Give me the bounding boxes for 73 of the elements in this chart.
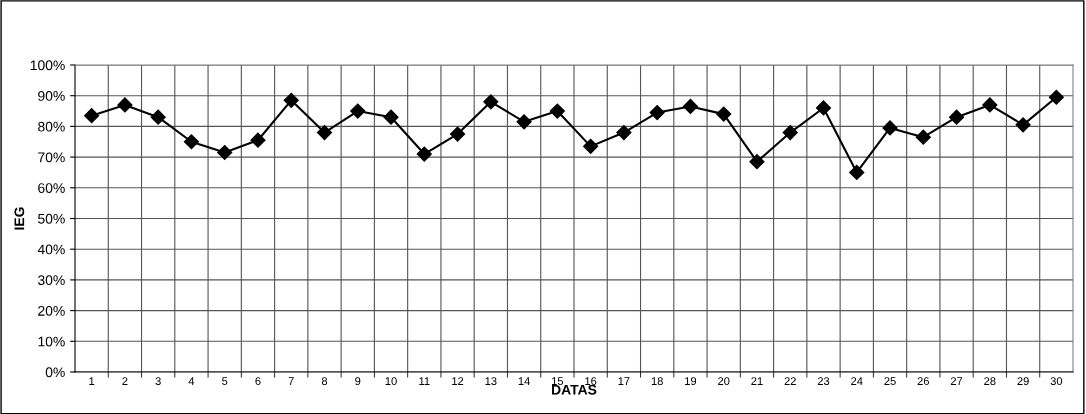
point [84,108,100,124]
y-tick-label: 70% [38,152,65,163]
x-tick-label: 6 [255,377,261,386]
point [117,97,133,113]
x-tick-label: 11 [419,377,430,385]
x-tick-label: 23 [817,377,830,386]
y-tick-label: 30% [38,275,65,286]
x-tick-label: 22 [784,377,796,385]
point [982,97,998,113]
x-tick-label: 1 [89,377,95,385]
x-tick-label: 25 [884,377,896,386]
x-tick-label: 13 [485,377,497,386]
point [183,134,200,150]
y-tick-label: 10% [38,336,65,347]
point [682,98,699,115]
point [948,109,965,125]
y-tick-label: 90% [38,91,65,101]
point [815,100,832,116]
x-tick-label: 9 [355,377,361,386]
point [250,132,266,148]
point [716,106,732,122]
point [316,124,333,141]
x-tick-label: 5 [222,377,228,386]
x-tick-label: 30 [1050,377,1063,386]
x-tick-label: 12 [452,377,464,385]
point [283,92,299,108]
y-tick-label: 60% [38,183,65,193]
point [583,138,599,154]
point [383,109,399,125]
y-tick-label: 100% [30,60,65,71]
point [749,154,765,170]
y-tick-label: 50% [38,213,65,224]
point [350,103,366,119]
y-tick-label: 0% [45,367,65,378]
point [549,103,565,119]
point [1015,117,1031,133]
point [416,146,432,162]
x-tick-label: 29 [1017,377,1029,386]
point [217,144,233,161]
point [483,94,499,110]
x-tick-label: 7 [288,377,294,385]
x-tick-label: 2 [122,377,128,385]
y-tick-label: 80% [38,121,65,132]
x-tick-label: 17 [618,377,630,385]
point [882,120,898,136]
point [782,124,798,141]
point [849,164,865,181]
x-tick-label: 20 [718,377,730,386]
y-tick-label: 20% [38,305,65,316]
x-tick-label: 10 [385,377,397,386]
point [150,109,166,125]
x-tick-label: 14 [518,377,530,385]
x-tick-label: 8 [321,377,328,386]
y-axis-title: IEG [14,207,25,230]
x-tick-label: 21 [751,377,763,385]
point [449,126,466,142]
point [915,129,931,145]
x-tick-label: 28 [984,377,996,386]
x-tick-label: 27 [950,377,963,385]
point [616,124,632,141]
point [649,105,665,121]
x-tick-label: 15 [552,377,564,386]
point [1048,89,1064,105]
x-tick-label: 16 [585,377,597,386]
x-tick-label: 18 [651,377,663,386]
x-tick-label: 24 [851,377,863,385]
x-tick-label: 4 [188,377,195,385]
point [516,114,532,130]
x-tick-label: 26 [917,377,929,386]
x-tick-label: 19 [685,377,697,386]
x-tick-label: 3 [155,377,161,386]
y-tick-label: 40% [37,244,65,255]
x-axis-title: DATAS [552,384,597,395]
